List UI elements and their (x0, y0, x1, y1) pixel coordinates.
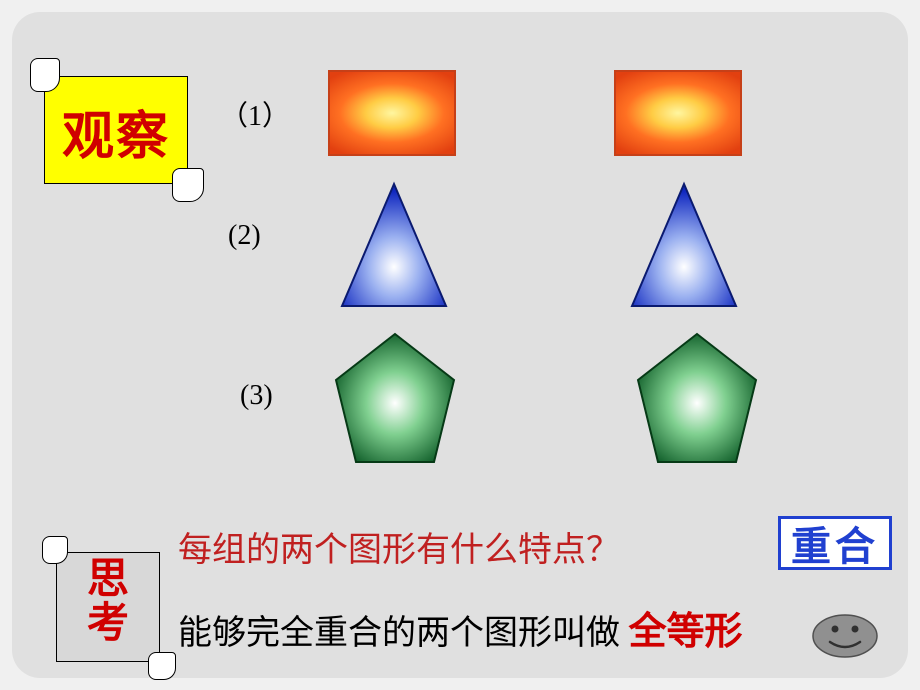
think-label-line2: 考 (87, 601, 129, 647)
pentagon-right (632, 328, 762, 468)
slide-background: 观察 （1） (2) (3) (12, 12, 908, 678)
definition-term: 全等形 (629, 611, 743, 653)
smiley-icon (810, 612, 880, 660)
triangle-right (624, 180, 744, 310)
row-label-3: (3) (240, 380, 273, 412)
row-label-2: (2) (228, 220, 261, 252)
observe-label: 观察 (36, 94, 196, 169)
rectangle-left (328, 70, 456, 156)
chonghe-box: 重合 (778, 516, 892, 570)
triangle-left (334, 180, 454, 310)
observe-scroll-curl-bottom (172, 168, 204, 202)
think-label: 思 考 (48, 558, 168, 646)
definition-line: 能够完全重合的两个图形叫做 全等形 (178, 600, 743, 655)
row-label-1: （1） (220, 94, 290, 134)
think-scroll-curl-bottom (148, 652, 176, 680)
chonghe-label: 重合 (791, 514, 879, 572)
question-text: 每组的两个图形有什么特点？ (178, 522, 620, 571)
observe-scroll-curl-top (30, 58, 60, 92)
think-scroll: 思 考 (48, 542, 168, 672)
observe-scroll: 观察 (36, 64, 196, 194)
definition-prefix: 能够完全重合的两个图形叫做 (178, 615, 629, 652)
think-label-line1: 思 (87, 557, 129, 603)
pentagon-left (330, 328, 460, 468)
rectangle-right (614, 70, 742, 156)
